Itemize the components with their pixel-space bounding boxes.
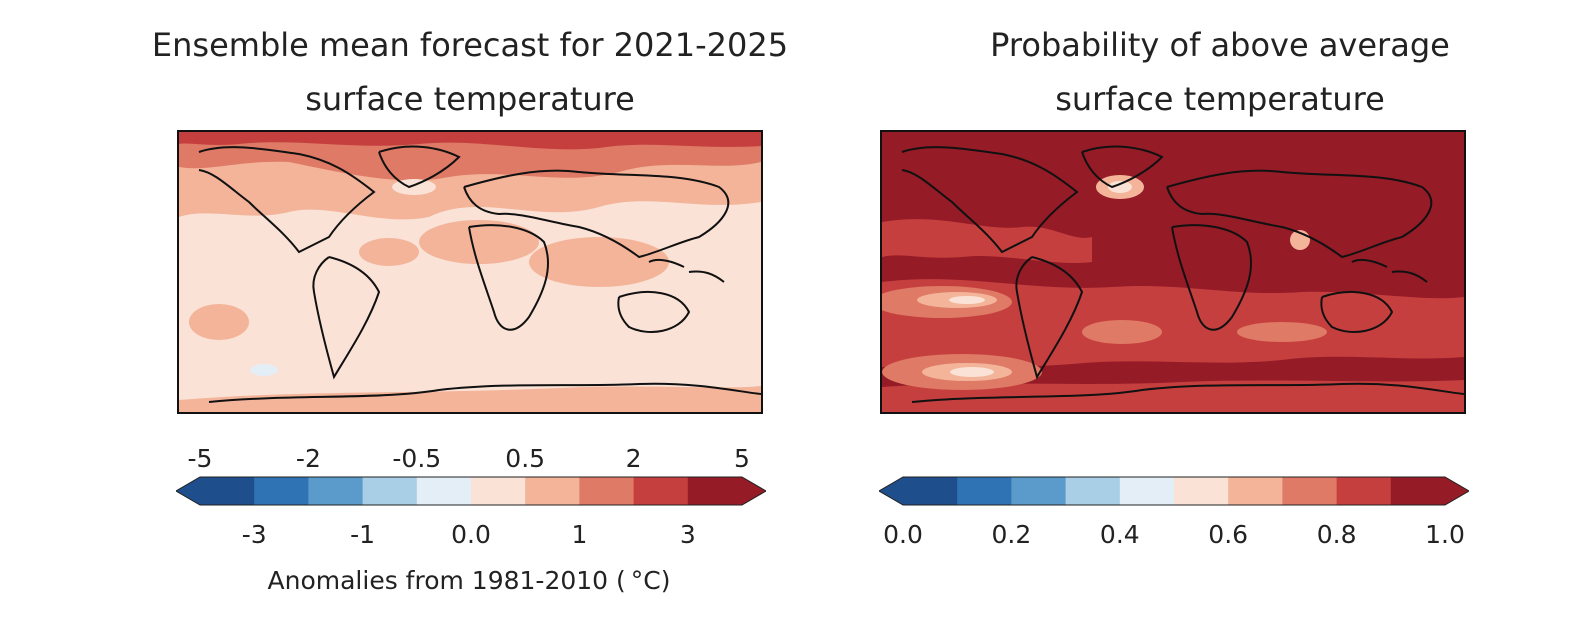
right-colorbar-extend-max (1445, 477, 1469, 505)
left-colorbar-top-tick-label: 5 (734, 444, 750, 473)
left-colorbar-bottom-tick-label: 1 (571, 520, 588, 549)
right-title-line-1: Probability of above average (990, 26, 1450, 64)
left-colorbar-top-tick-label: 0.5 (505, 444, 546, 473)
left-colorbar-extend-max (742, 477, 766, 505)
left-colorbar-color-bin (687, 477, 743, 505)
right-colorbar-bottom-tick-label: 0.0 (883, 520, 923, 549)
left-colorbar-bottom-tick-label: 3 (679, 520, 696, 549)
temperature-anomaly-map (177, 130, 763, 414)
right-colorbar-color-bin (1282, 477, 1338, 505)
left-colorbar-label: Anomalies from 1981-2010 ( °C) (267, 566, 671, 595)
right-colorbar-extend-min (879, 477, 903, 505)
left-colorbar-color-bin (362, 477, 418, 505)
right-colorbar-color-bin (1065, 477, 1121, 505)
left-colorbar-bottom-tick-label: -3 (241, 520, 267, 549)
right-colorbar-color-bin (1119, 477, 1175, 505)
right-colorbar-color-bin (1336, 477, 1392, 505)
right-colorbar-bar (878, 476, 1470, 506)
left-colorbar-color-bin (308, 477, 364, 505)
left-colorbar-color-bin (579, 477, 635, 505)
left-colorbar-color-bin (200, 477, 255, 505)
left-colorbar-bottom-tick-label: 0.0 (451, 520, 491, 549)
right-colorbar-color-bin (1390, 477, 1446, 505)
right-colorbar-bottom-tick-label: 1.0 (1425, 520, 1465, 549)
right-colorbar (878, 476, 1470, 510)
left-colorbar-extend-min (176, 477, 200, 505)
left-colorbar-color-bin (525, 477, 580, 505)
left-colorbar-bottom-tick-label: -1 (350, 520, 376, 549)
left-colorbar-color-bin (471, 477, 526, 505)
right-colorbar-color-bin (1228, 477, 1283, 505)
left-colorbar (175, 476, 767, 510)
probability-map (880, 130, 1466, 414)
right-colorbar-bottom-tick-label: 0.8 (1316, 520, 1357, 549)
left-colorbar-top-tick-label: -2 (295, 444, 321, 473)
right-colorbar-color-bin (1174, 477, 1229, 505)
right-title-line-2: surface temperature (1055, 80, 1385, 118)
left-colorbar-color-bin (254, 477, 309, 505)
left-colorbar-color-bin (633, 477, 689, 505)
left-panel-title: Ensemble mean forecast for 2021-2025 sur… (90, 18, 850, 126)
right-colorbar-bottom-tick-label: 0.2 (991, 520, 1032, 549)
right-colorbar-bottom-tick-label: 0.6 (1208, 520, 1249, 549)
right-panel-title: Probability of above average surface tem… (860, 18, 1580, 126)
left-colorbar-color-bin (416, 477, 472, 505)
right-colorbar-color-bin (1011, 477, 1067, 505)
left-colorbar-top-tick-label: -0.5 (392, 444, 442, 473)
right-colorbar-color-bin (903, 477, 958, 505)
right-colorbar-bottom-tick-label: 0.4 (1099, 520, 1140, 549)
right-colorbar-color-bin (957, 477, 1012, 505)
left-title-line-1: Ensemble mean forecast for 2021-2025 (151, 26, 789, 64)
left-colorbar-bar (175, 476, 767, 506)
left-title-line-2: surface temperature (305, 80, 635, 118)
left-colorbar-top-tick-label: -5 (187, 444, 213, 473)
left-colorbar-top-tick-label: 2 (625, 444, 642, 473)
